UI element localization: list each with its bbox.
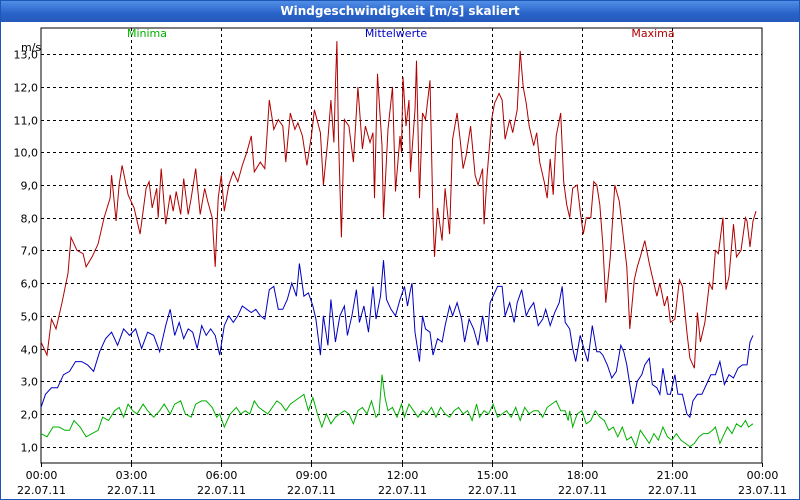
x-tick-time-label: 15:00: [477, 469, 509, 482]
legend-entry-minima: Minima: [127, 27, 167, 40]
series-maxima: [40, 41, 757, 369]
x-tick-date-label: 23.07.11: [738, 484, 787, 497]
series-mittelwerte: [40, 260, 754, 419]
x-tick-time-label: 21:00: [657, 469, 689, 482]
title-bar: Windgeschwindigkeit [m/s] skaliert: [1, 1, 799, 22]
window-title: Windgeschwindigkeit [m/s] skaliert: [280, 4, 520, 18]
x-tick-date-label: 22.07.11: [468, 484, 517, 497]
y-tick-label: 5,0: [21, 311, 39, 324]
wind-speed-chart: Minima Mittelwerte Maxima 1,0 2,0 3,0 4,0 5,0 6…: [14, 27, 787, 497]
x-tick-date-label: 22.07.11: [558, 484, 607, 497]
x-tick-time-label: 00:00: [747, 469, 779, 482]
y-tick-label: 11,0: [14, 115, 39, 128]
plot-frame: [40, 27, 763, 464]
x-tick-date-label: 22.07.11: [648, 484, 697, 497]
x-tick-time-label: 12:00: [387, 469, 419, 482]
legend-entry-mittelwerte: Mittelwerte: [365, 27, 428, 40]
x-tick-date-label: 22.07.11: [107, 484, 156, 497]
x-tick-time-label: 03:00: [116, 469, 148, 482]
y-axis-unit-label: m/s: [21, 41, 41, 54]
y-tick-label: 1,0: [21, 442, 39, 455]
y-tick-label: 4,0: [21, 344, 39, 357]
legend-entry-maxima: Maxima: [631, 27, 674, 40]
y-tick-label: 9,0: [21, 180, 39, 193]
y-tick-label: 8,0: [21, 213, 39, 226]
y-tick-label: 12,0: [14, 82, 39, 95]
y-tick-label: 13,0: [14, 49, 39, 62]
x-tick-date-label: 22.07.11: [17, 484, 66, 497]
y-tick-label: 2,0: [21, 409, 39, 422]
y-tick-label: 7,0: [21, 245, 39, 258]
x-tick-date-label: 22.07.11: [378, 484, 427, 497]
x-tick-time-label: 06:00: [206, 469, 238, 482]
y-tick-label: 3,0: [21, 376, 39, 389]
x-tick-time-label: 18:00: [567, 469, 599, 482]
y-tick-label: 6,0: [21, 278, 39, 291]
series-line-maxima: [40, 41, 757, 369]
x-tick-time-label: 09:00: [296, 469, 328, 482]
series-line-mittelwerte: [40, 260, 754, 419]
x-tick-date-label: 22.07.11: [287, 484, 336, 497]
x-tick-date-label: 22.07.11: [197, 484, 246, 497]
x-tick-time-label: 00:00: [26, 469, 58, 482]
series-line-minima: [40, 374, 754, 449]
series-minima: [40, 374, 754, 449]
y-tick-label: 10,0: [14, 147, 39, 160]
